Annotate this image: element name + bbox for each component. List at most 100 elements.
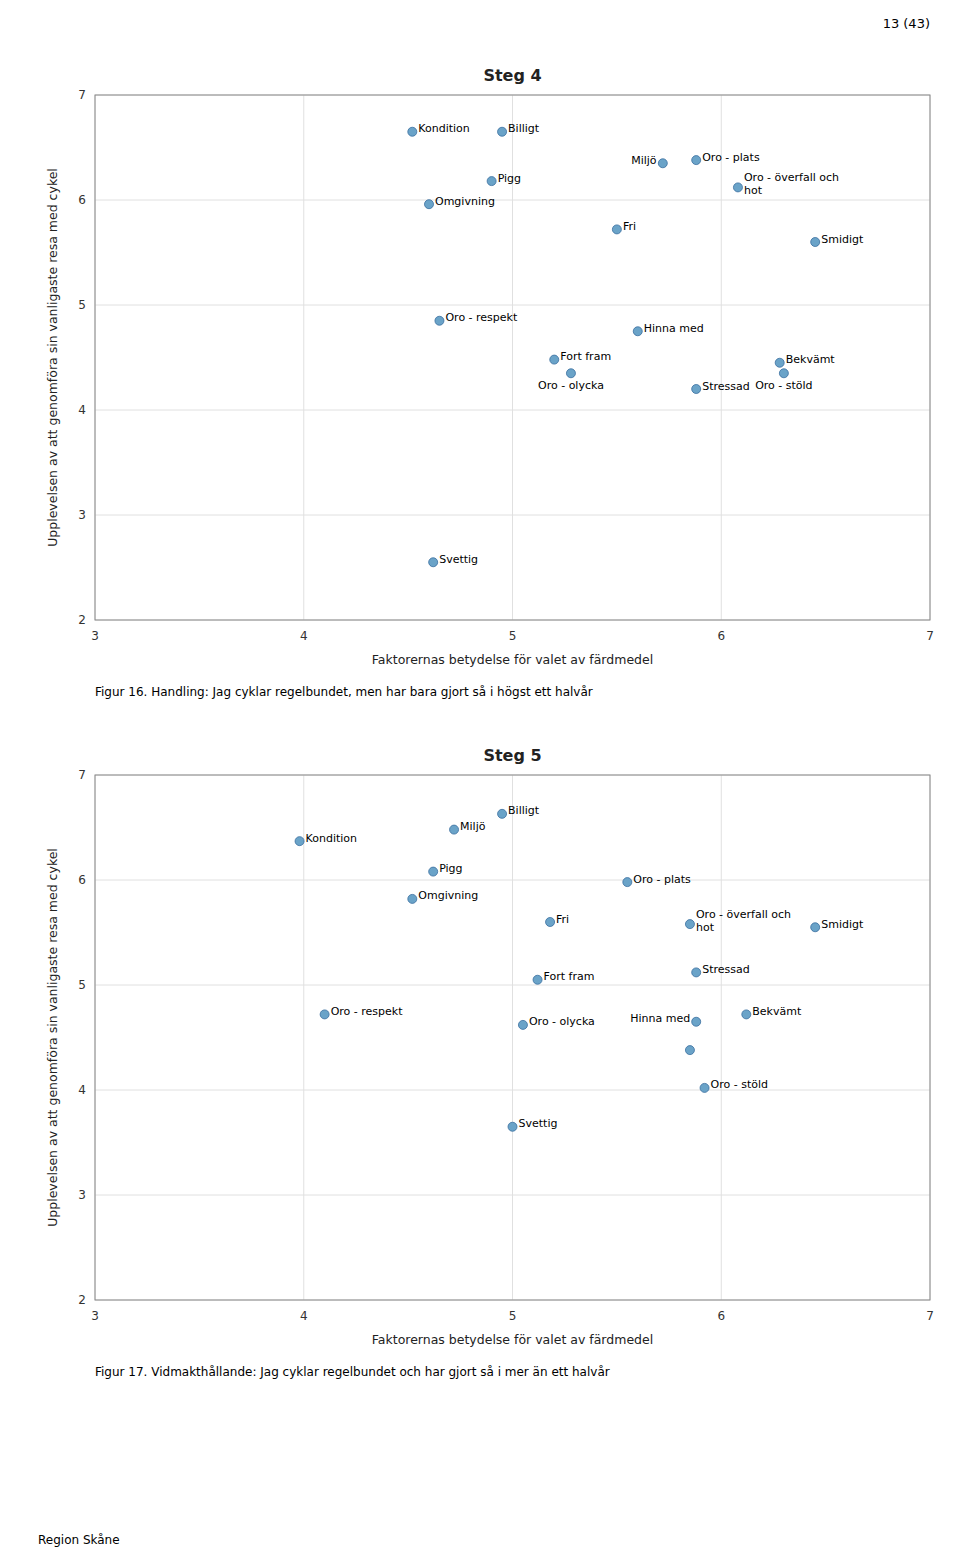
point-label: Miljö xyxy=(631,154,657,167)
scatter-point xyxy=(775,358,784,367)
point-label: Fri xyxy=(623,220,636,233)
figure-caption: Figur 17. Vidmakthållande: Jag cyklar re… xyxy=(95,1365,610,1379)
scatter-point xyxy=(633,327,642,336)
x-tick-label: 6 xyxy=(717,629,725,643)
point-label: Smidigt xyxy=(821,233,864,246)
point-label: Omgivning xyxy=(435,195,495,208)
point-label-line: Oro - respekt xyxy=(331,1005,404,1018)
page-number: 13 (43) xyxy=(883,16,930,31)
x-tick-label: 4 xyxy=(300,629,308,643)
point-label: Svettig xyxy=(519,1117,558,1130)
point-label-line: Omgivning xyxy=(435,195,495,208)
point-label: Oro - respekt xyxy=(331,1005,404,1018)
point-label-line: Smidigt xyxy=(821,918,864,931)
point-label: Pigg xyxy=(498,172,521,185)
point-label: Stressad xyxy=(702,380,750,393)
point-label: Bekvämt xyxy=(786,353,836,366)
y-tick-label: 7 xyxy=(78,88,86,102)
point-label-line: Stressad xyxy=(702,380,750,393)
grid-line-y xyxy=(95,1090,930,1091)
point-label: Miljö xyxy=(460,820,486,833)
background xyxy=(0,0,960,1559)
scatter-point xyxy=(733,183,742,192)
grid-line-y xyxy=(95,200,930,201)
point-label: Smidigt xyxy=(821,918,864,931)
point-label-line: Oro - överfall och xyxy=(744,171,839,184)
plot-frame xyxy=(95,775,930,1300)
y-tick-label: 5 xyxy=(78,298,86,312)
scatter-point xyxy=(498,809,507,818)
point-label-line: Oro - respekt xyxy=(445,311,518,324)
point-label: Hinna med xyxy=(644,322,704,335)
point-label-line: Oro - överfall och xyxy=(696,908,791,921)
point-label-line: Oro - stöld xyxy=(755,379,812,392)
plot-frame xyxy=(95,95,930,620)
scatter-point xyxy=(487,177,496,186)
point-label: Oro - stöld xyxy=(755,379,812,392)
y-tick-label: 6 xyxy=(78,193,86,207)
scatter-point xyxy=(429,867,438,876)
point-label-line: Fort fram xyxy=(544,970,595,983)
marks xyxy=(295,809,820,1131)
footer: Region Skåne xyxy=(38,1533,120,1547)
grid-line-x xyxy=(303,775,304,1300)
x-tick-label: 7 xyxy=(926,629,934,643)
point-label-line: Billigt xyxy=(508,122,540,135)
point-label-line: Pigg xyxy=(498,172,521,185)
scatter-point xyxy=(692,968,701,977)
point-label-line: Svettig xyxy=(519,1117,558,1130)
point-label-line: Smidigt xyxy=(821,233,864,246)
point-label: Billigt xyxy=(508,804,540,817)
x-tick-label: 7 xyxy=(926,1309,934,1323)
grid-line-y xyxy=(95,1195,930,1196)
scatter-point xyxy=(612,225,621,234)
point-label: Oro - plats xyxy=(633,873,691,886)
scatter-point xyxy=(811,238,820,247)
x-tick-label: 4 xyxy=(300,1309,308,1323)
point-label-line: Stressad xyxy=(702,963,750,976)
point-label-line: Oro - plats xyxy=(633,873,691,886)
scatter-point xyxy=(566,369,575,378)
scatter-point xyxy=(811,923,820,932)
scatter-point xyxy=(692,385,701,394)
scatter-point xyxy=(779,369,788,378)
scatter-point xyxy=(425,200,434,209)
point-label-line: Pigg xyxy=(439,862,462,875)
x-tick-label: 3 xyxy=(91,1309,99,1323)
x-tick-label: 3 xyxy=(91,629,99,643)
page: 13 (43)Region SkåneSteg 434567234567Fakt… xyxy=(0,0,960,1559)
chart-title: Steg 5 xyxy=(483,746,541,765)
scatter-point xyxy=(692,1017,701,1026)
point-label-line: hot xyxy=(696,921,715,934)
marks xyxy=(408,127,820,567)
grid-line-x xyxy=(303,95,304,620)
point-label: Kondition xyxy=(306,832,358,845)
point-label: Oro - stöld xyxy=(711,1078,768,1091)
scatter-point xyxy=(408,127,417,136)
y-tick-label: 3 xyxy=(78,1188,86,1202)
scatter-point xyxy=(408,894,417,903)
point-label-line: Miljö xyxy=(631,154,657,167)
point-label: Oro - överfall ochhot xyxy=(696,908,791,934)
point-label: Hinna med xyxy=(630,1012,690,1025)
point-label-line: Fri xyxy=(556,913,569,926)
scatter-point xyxy=(685,1046,694,1055)
y-tick-label: 4 xyxy=(78,1083,86,1097)
scatter-point xyxy=(508,1122,517,1131)
scatter-point xyxy=(658,159,667,168)
point-label-line: Kondition xyxy=(418,122,470,135)
point-label-line: Oro - plats xyxy=(702,151,760,164)
point-label: Billigt xyxy=(508,122,540,135)
grid-line-x xyxy=(512,775,513,1300)
y-tick-label: 2 xyxy=(78,613,86,627)
grid xyxy=(95,95,930,620)
point-label-line: Hinna med xyxy=(630,1012,690,1025)
point-label: Pigg xyxy=(439,862,462,875)
grid-line-y xyxy=(95,880,930,881)
grid-line-y xyxy=(95,305,930,306)
chart-title: Steg 4 xyxy=(483,66,541,85)
scatter-point xyxy=(429,558,438,567)
point-label: Oro - olycka xyxy=(538,379,604,392)
x-tick-label: 6 xyxy=(717,1309,725,1323)
point-label-line: Oro - olycka xyxy=(538,379,604,392)
